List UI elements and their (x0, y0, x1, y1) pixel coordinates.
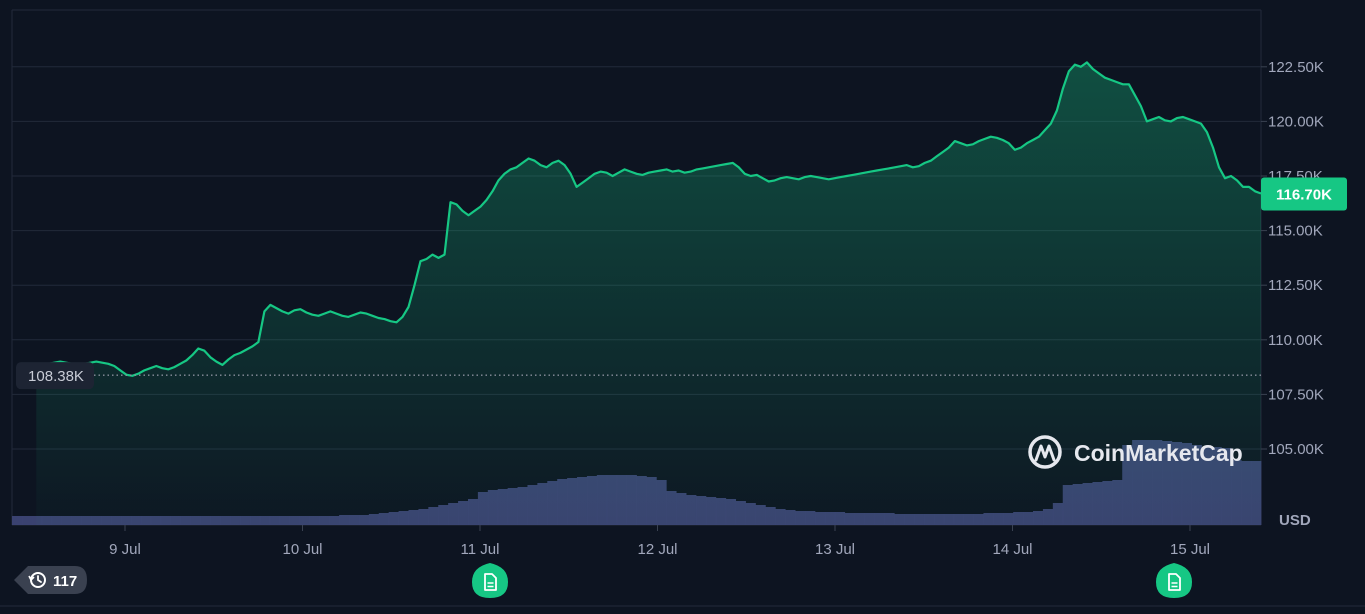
y-tick-label: 110.00K (1268, 332, 1323, 349)
x-tick-label: 15 Jul (1170, 541, 1210, 558)
price-area (36, 62, 1261, 526)
x-tick-label: 10 Jul (282, 541, 322, 558)
x-axis: 9 Jul 10 Jul 11 Jul 12 Jul 13 Jul 14 Jul 15 Ju… (0, 525, 1365, 607)
y-axis: 105.00K107.50K110.00K112.50K115.00K117.5… (1261, 59, 1324, 458)
y-tick-label: 107.50K (1268, 386, 1324, 403)
x-tick-label: 14 Jul (992, 541, 1032, 558)
price-line[interactable] (35, 61, 1262, 377)
start-price-label: 108.38K (28, 368, 84, 385)
history-icon (28, 572, 46, 588)
currency-unit-label: USD (1279, 512, 1311, 529)
x-tick-label: 12 Jul (637, 541, 677, 558)
watermark-text: CoinMarketCap (1074, 440, 1243, 466)
y-tick-label: 122.50K (1268, 59, 1324, 76)
y-tick-label: 115.00K (1268, 223, 1323, 240)
start-price-badge: 108.38K (16, 362, 94, 390)
history-count: 117 (53, 573, 77, 590)
volume-bar (12, 516, 23, 525)
coinmarketcap-watermark: CoinMarketCap (1028, 435, 1243, 469)
y-tick-label: 112.50K (1268, 277, 1323, 294)
x-tick-label: 11 Jul (461, 541, 500, 558)
coinmarketcap-logo-icon (1028, 435, 1062, 469)
news-marker-11-jul[interactable] (472, 563, 508, 598)
news-marker-15-jul[interactable] (1156, 563, 1192, 598)
current-price-badge: 116.70K (1261, 177, 1347, 211)
history-badge[interactable]: 117 (14, 566, 87, 594)
volume-bar (21, 516, 33, 525)
x-tick-label: 9 Jul (109, 541, 141, 558)
y-tick-label: 120.00K (1268, 113, 1324, 130)
x-tick-label: 13 Jul (815, 541, 855, 558)
document-icon (1168, 573, 1181, 591)
document-icon (484, 573, 497, 591)
current-price-label: 116.70K (1276, 186, 1332, 203)
y-tick-label: 105.00K (1268, 441, 1324, 458)
